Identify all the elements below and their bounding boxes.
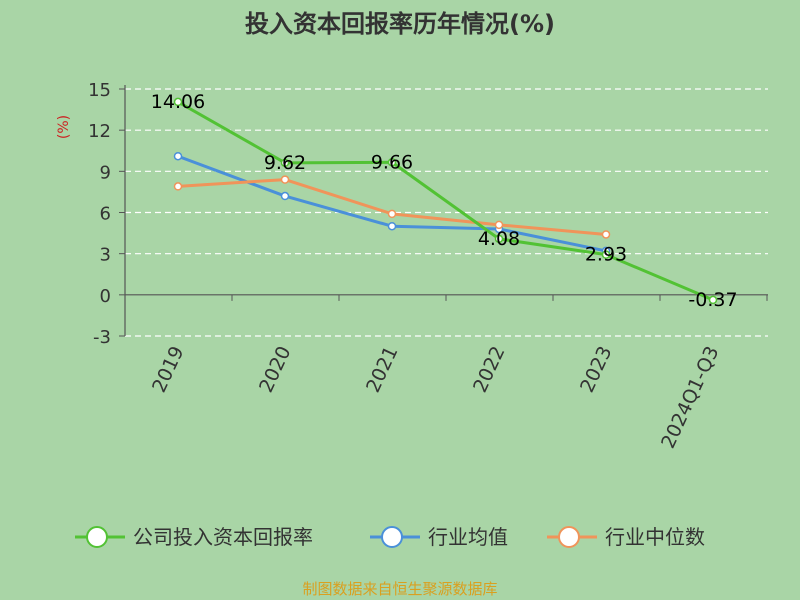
data-labels: 14.06 9.62 9.66 4.08 2.93 -0.37 (151, 91, 738, 311)
legend-item[interactable]: 公司投入资本回报率 (75, 525, 313, 549)
data-point (601, 250, 611, 259)
series-layer (173, 97, 718, 305)
legend-item[interactable]: 行业均值 (370, 525, 508, 549)
data-point (494, 234, 504, 244)
legend-swatch-marker (86, 526, 108, 548)
legend-label: 公司投入资本回报率 (133, 525, 313, 549)
data-label: 2.93 (585, 244, 627, 266)
data-point (387, 221, 397, 231)
y-tick-label: 3 (100, 245, 111, 266)
y-axis-label: (%) (56, 115, 72, 139)
x-tick-label: 2019 (148, 343, 188, 396)
data-label: 14.06 (151, 91, 205, 113)
data-point (173, 97, 183, 107)
data-point (280, 175, 290, 184)
legend[interactable]: 公司投入资本回报率 行业均值 行业中位数 (75, 525, 705, 549)
x-tick-label: 2024Q1-Q3 (657, 343, 723, 452)
legend-label: 行业均值 (428, 525, 508, 549)
data-point (387, 158, 397, 167)
y-tick-label: 6 (100, 204, 111, 225)
gridlines (125, 88, 768, 337)
y-tick-label: 0 (100, 286, 111, 307)
data-point (280, 191, 290, 201)
y-tick-label: 15 (88, 80, 111, 101)
x-tick-label: 2022 (469, 343, 509, 396)
x-tick-label: 2021 (362, 343, 402, 396)
data-label: -0.37 (688, 289, 737, 311)
data-label: 4.08 (478, 228, 520, 250)
data-label: 9.62 (264, 152, 306, 174)
legend-swatch-marker (558, 526, 580, 548)
data-point (708, 295, 718, 305)
x-ticks: 2019 2020 2021 2022 2023 2024Q1-Q3 (124, 294, 768, 452)
legend-swatch-marker (381, 526, 403, 548)
y-ticks: -3 0 3 6 9 12 15 (88, 80, 125, 348)
chart-title: 投入资本回报率历年情况(%) (245, 10, 555, 38)
data-point (494, 220, 504, 230)
data-point (173, 182, 183, 191)
source-note: 制图数据来自恒生聚源数据库 (302, 580, 497, 598)
data-point (387, 209, 397, 219)
data-point (601, 230, 611, 239)
y-tick-label: 9 (100, 162, 111, 183)
legend-item[interactable]: 行业中位数 (547, 525, 705, 549)
data-point (280, 158, 290, 168)
data-point (173, 151, 183, 161)
x-tick-label: 2020 (255, 343, 295, 396)
data-label: 9.66 (371, 151, 413, 173)
series-line (177, 100, 714, 302)
series-0 (173, 97, 718, 305)
y-tick-label: -3 (93, 327, 111, 348)
x-tick-label: 2023 (576, 343, 616, 396)
legend-label: 行业中位数 (605, 525, 705, 549)
series-2 (173, 175, 611, 239)
y-tick-label: 12 (88, 121, 111, 142)
